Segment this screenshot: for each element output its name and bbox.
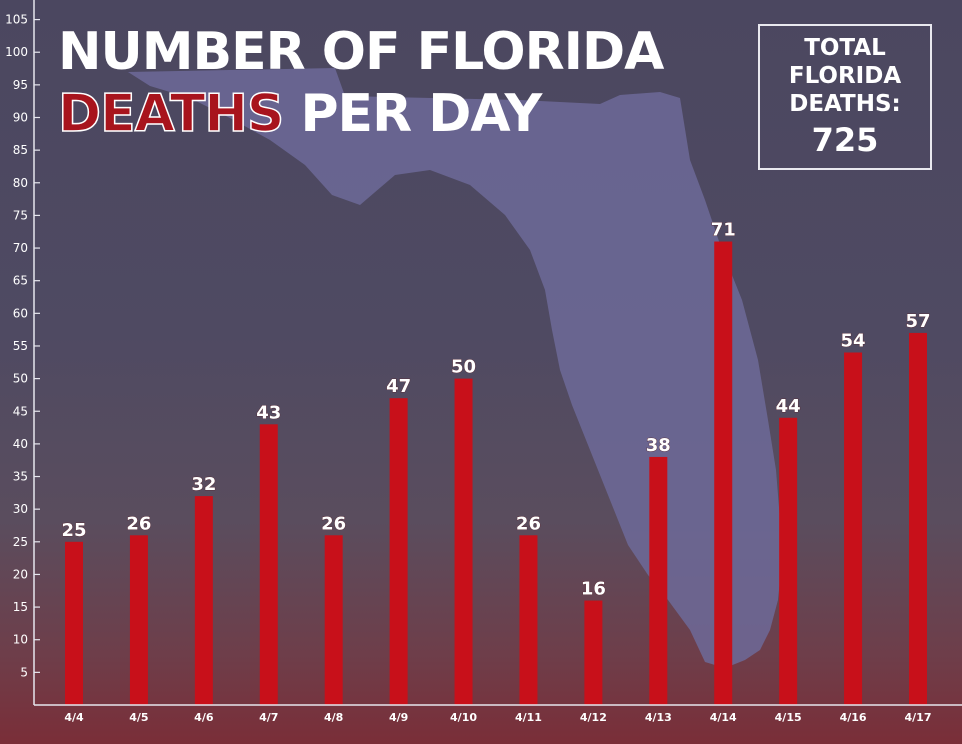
data-label: 47 [386, 376, 411, 397]
title-line2-rest: PER DAY [283, 84, 542, 144]
y-tick-label: 20 [13, 567, 28, 581]
data-label: 57 [905, 311, 930, 332]
x-tick-label: 4/4 [64, 711, 84, 724]
x-tick-label: 4/6 [194, 711, 214, 724]
x-tick-label: 4/9 [389, 711, 408, 724]
data-label: 50 [451, 357, 476, 378]
x-tick-label: 4/11 [515, 711, 542, 724]
y-tick-label: 85 [13, 143, 28, 157]
data-label: 44 [776, 396, 801, 417]
y-tick-label: 5 [20, 665, 28, 679]
x-tick-label: 4/12 [580, 711, 607, 724]
bar [65, 541, 83, 705]
y-tick-label: 10 [13, 633, 28, 647]
y-tick-label: 35 [13, 470, 28, 484]
x-tick-label: 4/15 [775, 711, 802, 724]
y-tick-label: 80 [13, 176, 28, 190]
total-label-line2: FLORIDA [788, 63, 902, 89]
chart-subtitle: DEATHS PER DAY [57, 87, 542, 141]
data-label: 26 [516, 513, 541, 534]
title-highlight: DEATHS [57, 84, 285, 144]
y-tick-label: 25 [13, 535, 28, 549]
bar [259, 424, 278, 705]
data-label: 16 [581, 579, 606, 600]
chart-title: NUMBER OF FLORIDA [58, 26, 664, 78]
bar [389, 398, 408, 705]
y-tick-label: 15 [13, 600, 28, 614]
title-line1: NUMBER OF FLORIDA [58, 22, 664, 82]
data-label: 26 [126, 513, 151, 534]
y-tick-label: 30 [13, 502, 28, 516]
bar [714, 241, 733, 705]
y-tick-label: 105 [5, 13, 28, 27]
total-value: 725 [811, 121, 879, 159]
y-tick-label: 55 [13, 339, 28, 353]
x-axis: 4/4 4/5 4/6 4/7 4/8 4/9 4/10 4/11 4/12 4/13 4/14 4/… [34, 704, 962, 724]
bar [129, 535, 148, 705]
y-tick-label: 90 [13, 111, 28, 125]
total-label-line3: DEATHS: [789, 91, 901, 117]
x-tick-label: 4/17 [905, 711, 932, 724]
data-label: 43 [256, 402, 281, 423]
x-tick-label: 4/14 [710, 711, 737, 724]
bar [519, 535, 538, 705]
y-tick-label: 45 [13, 404, 28, 418]
bar [584, 600, 603, 705]
data-label: 38 [646, 435, 671, 456]
bar [909, 332, 927, 705]
x-tick-label: 4/5 [129, 711, 148, 724]
y-tick-label: 40 [13, 437, 28, 451]
y-axis: 5 10 15 20 25 30 35 40 45 50 55 60 65 70 75 80 85 90 95 100… [5, 0, 40, 705]
bar [779, 417, 798, 705]
bar [844, 352, 863, 705]
x-tick-label: 4/8 [324, 711, 343, 724]
y-tick-label: 100 [5, 45, 28, 59]
y-tick-label: 70 [13, 241, 28, 255]
total-deaths-box: TOTAL FLORIDA DEATHS: 725 [758, 24, 932, 170]
data-label: 26 [321, 513, 346, 534]
x-tick-label: 4/13 [645, 711, 672, 724]
bar [649, 456, 668, 705]
y-tick-label: 50 [13, 372, 28, 386]
x-tick-label: 4/7 [259, 711, 278, 724]
y-tick-label: 95 [13, 78, 28, 92]
y-tick-label: 75 [13, 208, 28, 222]
data-label: 32 [191, 474, 216, 495]
y-tick-label: 60 [13, 306, 28, 320]
florida-map-shape [128, 68, 782, 668]
bar [454, 378, 473, 705]
bar [324, 535, 343, 705]
total-label-line1: TOTAL [804, 35, 886, 61]
bars: 25 26 32 43 26 47 50 26 16 38 71 44 54 57 [61, 219, 931, 705]
x-tick-label: 4/16 [840, 711, 867, 724]
x-tick-label: 4/10 [450, 711, 477, 724]
bar [194, 496, 213, 705]
data-label: 71 [711, 220, 736, 241]
y-tick-label: 65 [13, 274, 28, 288]
data-label: 54 [841, 331, 866, 352]
data-label: 25 [61, 520, 86, 541]
